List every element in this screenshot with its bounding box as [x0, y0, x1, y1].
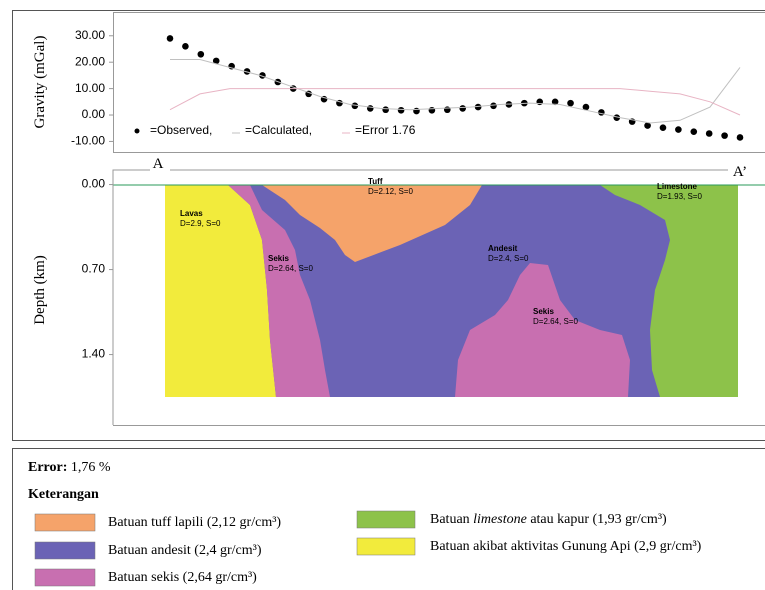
legend-text: atau kapur (1,93 gr/cm³)	[527, 512, 667, 527]
observed-point	[243, 68, 251, 75]
legend-item: Batuan tuff lapili (2,12 gr/cm³)	[108, 515, 281, 530]
y-tick-label: -10.00	[71, 134, 105, 148]
legend-text: limestone	[473, 512, 527, 527]
legend-marker	[134, 128, 140, 134]
error-line: Error: 1,76 %	[28, 460, 111, 475]
y-tick-label: 0.00	[82, 177, 106, 191]
series-line	[170, 59, 741, 124]
legend-swatch	[356, 537, 416, 556]
legend-swatch	[34, 513, 96, 532]
figure-frame	[12, 10, 765, 441]
error-value: 1,76 %	[71, 460, 111, 475]
observed-point	[721, 132, 728, 139]
observed-point	[459, 105, 467, 112]
observed-point	[490, 102, 497, 110]
series-line	[169, 88, 741, 116]
observed-point	[613, 114, 621, 121]
profile-label: A	[153, 156, 164, 172]
body-name: Lavas	[180, 209, 203, 218]
observed-point	[659, 124, 667, 131]
y-tick-label: 1.40	[82, 347, 106, 361]
legend-item: Batuan sekis (2,64 gr/cm³)	[108, 570, 257, 585]
y-tick-label: 0.00	[82, 107, 106, 121]
body-density: D=2.64, S=0	[268, 264, 313, 273]
legend-swatch	[34, 568, 96, 587]
observed-point	[582, 103, 590, 111]
y-tick-label: 10.00	[75, 81, 105, 95]
body-name: Andesit	[488, 244, 518, 253]
observed-point	[382, 106, 389, 114]
body-name: Sekis	[533, 307, 554, 316]
legend-title: Keterangan	[28, 487, 99, 502]
lavas-body	[165, 185, 276, 397]
observed-point	[166, 35, 174, 42]
y-tick-label: 20.00	[75, 54, 105, 68]
body-density: D=1.93, S=0	[657, 192, 702, 201]
observed-point	[212, 57, 220, 65]
y-tick-label: 0.70	[82, 262, 106, 276]
observed-point	[567, 99, 574, 107]
legend-label: =Calculated,	[245, 123, 312, 137]
observed-point	[551, 98, 559, 106]
body-name: Tuff	[368, 177, 383, 186]
sekis-body	[228, 185, 330, 397]
body-density: D=2.12, S=0	[368, 187, 413, 196]
observed-point	[644, 122, 651, 129]
observed-point	[690, 128, 698, 135]
legend-frame	[12, 448, 765, 590]
legend-item: Batuan limestone atau kapur (1,93 gr/cm³…	[430, 512, 667, 527]
body-density: D=2.4, S=0	[488, 254, 529, 263]
observed-point	[351, 102, 359, 110]
legend-label: =Error 1.76	[355, 123, 416, 137]
legend-item: Batuan andesit (2,4 gr/cm³)	[108, 543, 262, 558]
legend-text: Batuan tuff lapili (2,12 gr/cm³)	[108, 515, 281, 530]
body-density: D=2.64, S=0	[533, 317, 578, 326]
legend-swatch	[356, 510, 416, 529]
gravity-frame	[113, 12, 765, 153]
legend-swatch	[34, 541, 96, 560]
observed-point	[736, 134, 744, 141]
tuff-body	[262, 185, 482, 262]
profile-label: A’	[733, 164, 747, 180]
y-axis-label: Gravity (mGal)	[32, 36, 48, 129]
observed-point	[428, 106, 436, 114]
observed-point	[474, 103, 482, 111]
section-frame	[112, 169, 150, 425]
cross-section-bodies	[113, 184, 765, 397]
observed-point	[197, 50, 205, 58]
legend-text: Batuan akibat aktivitas Gunung Api (2,9 …	[430, 539, 702, 554]
limestone-body	[600, 185, 738, 397]
y-axis-label: Depth (km)	[32, 255, 48, 325]
y-tick-label: 30.00	[75, 28, 105, 42]
observed-point	[675, 126, 682, 133]
sekis-body	[455, 263, 630, 397]
observed-point	[413, 107, 420, 115]
observed-point	[397, 106, 405, 114]
body-density: D=2.9, S=0	[180, 219, 221, 228]
legend-text: Batuan	[430, 512, 473, 527]
legend-text: Batuan andesit (2,4 gr/cm³)	[108, 543, 262, 558]
legend-text: Batuan sekis (2,64 gr/cm³)	[108, 570, 257, 585]
body-name: Sekis	[268, 254, 289, 263]
observed-point	[182, 43, 189, 50]
legend-label: =Observed,	[150, 123, 212, 137]
error-label: Error:	[28, 460, 67, 475]
observed-point	[443, 106, 451, 114]
observed-point	[705, 130, 713, 137]
observed-point	[366, 105, 374, 112]
legend-item: Batuan akibat aktivitas Gunung Api (2,9 …	[430, 539, 702, 554]
body-name: Limestone	[657, 182, 698, 191]
observed-point	[598, 109, 605, 116]
